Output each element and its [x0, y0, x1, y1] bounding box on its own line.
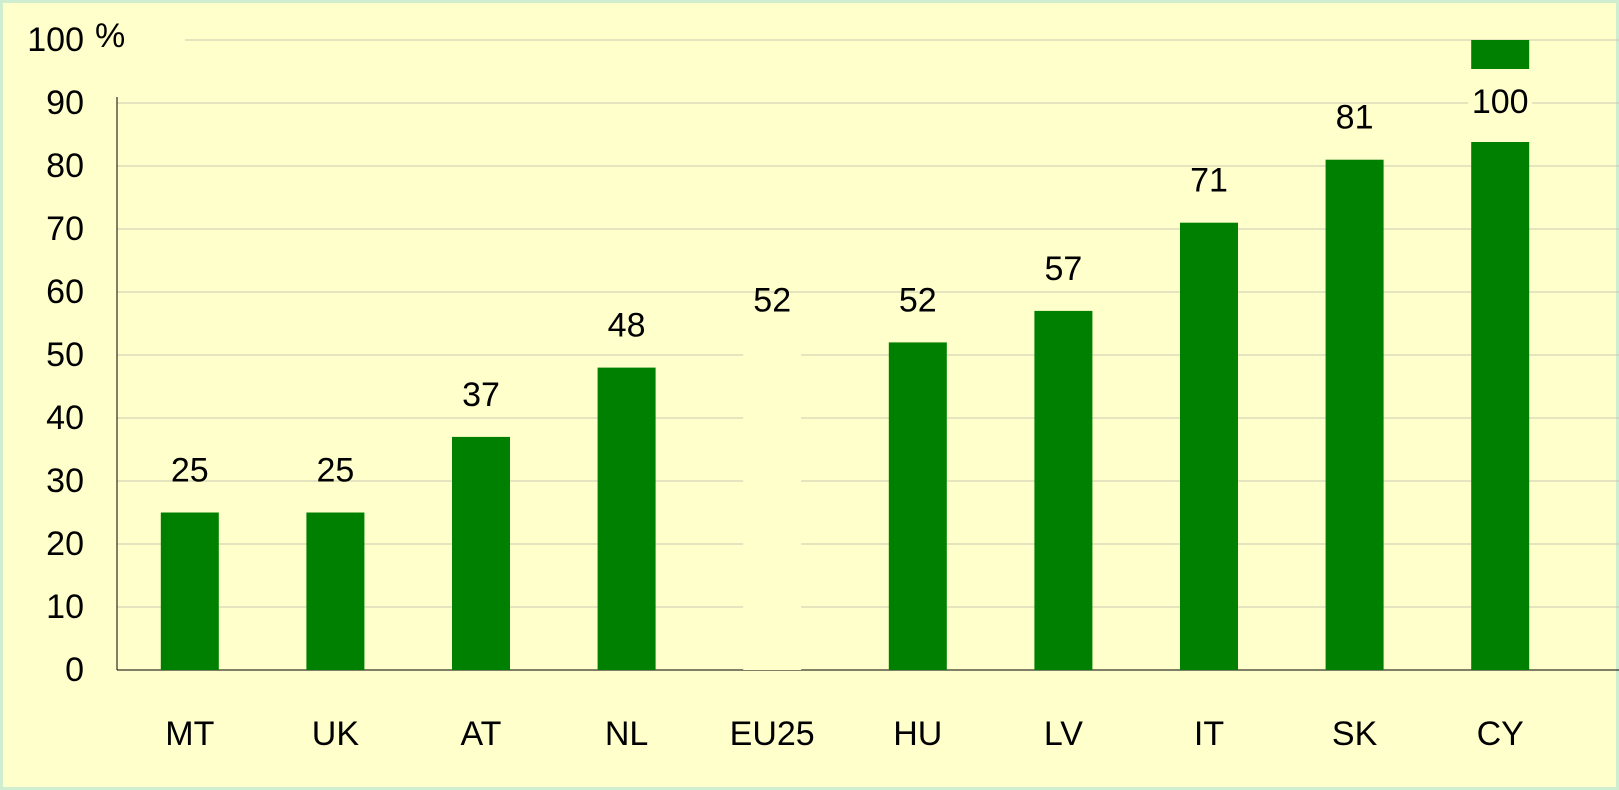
- y-axis-label: %: [95, 17, 125, 55]
- y-tick-label: 90: [46, 84, 84, 122]
- bar: [306, 512, 365, 670]
- bar: [1034, 310, 1093, 670]
- x-tick-label: SK: [1332, 715, 1378, 753]
- x-tick-label: UK: [312, 715, 360, 753]
- y-tick-label: 10: [46, 588, 84, 626]
- x-tick-label: HU: [893, 715, 942, 753]
- value-label: 100: [1472, 83, 1529, 121]
- value-label: 81: [1336, 99, 1374, 137]
- value-label: 25: [316, 451, 354, 489]
- value-label: 52: [753, 281, 791, 319]
- y-tick-label: 100: [27, 21, 84, 59]
- x-tick-label: LV: [1044, 715, 1083, 753]
- y-tick-label: 60: [46, 273, 84, 311]
- value-label: 52: [899, 281, 937, 319]
- bar: [1471, 40, 1530, 670]
- x-tick-label: EU25: [730, 715, 815, 753]
- value-label: 71: [1190, 162, 1228, 200]
- x-tick-label: AT: [461, 715, 502, 753]
- bar: [888, 342, 947, 670]
- y-tick-label: 40: [46, 399, 84, 437]
- bar: [1325, 159, 1384, 670]
- x-tick-label: NL: [605, 715, 648, 753]
- bar: [597, 367, 656, 670]
- bar: [452, 436, 510, 670]
- y-tick-label: 0: [65, 651, 84, 689]
- value-label: 37: [462, 376, 500, 414]
- y-tick-label: 20: [46, 525, 84, 563]
- y-tick-label: 50: [46, 336, 84, 374]
- y-tick-label: 70: [46, 210, 84, 248]
- value-label: 48: [608, 307, 646, 345]
- x-tick-label: MT: [165, 715, 214, 753]
- bar: [743, 342, 802, 670]
- y-tick-label: 80: [46, 147, 84, 185]
- value-label: 57: [1044, 250, 1082, 288]
- axis-break: [1468, 69, 1533, 142]
- value-label: 25: [171, 451, 209, 489]
- y-tick-label: 30: [46, 462, 84, 500]
- x-tick-label: IT: [1194, 715, 1224, 753]
- x-tick-label: CY: [1477, 715, 1524, 753]
- bar: [160, 512, 219, 670]
- bar: [1180, 222, 1238, 670]
